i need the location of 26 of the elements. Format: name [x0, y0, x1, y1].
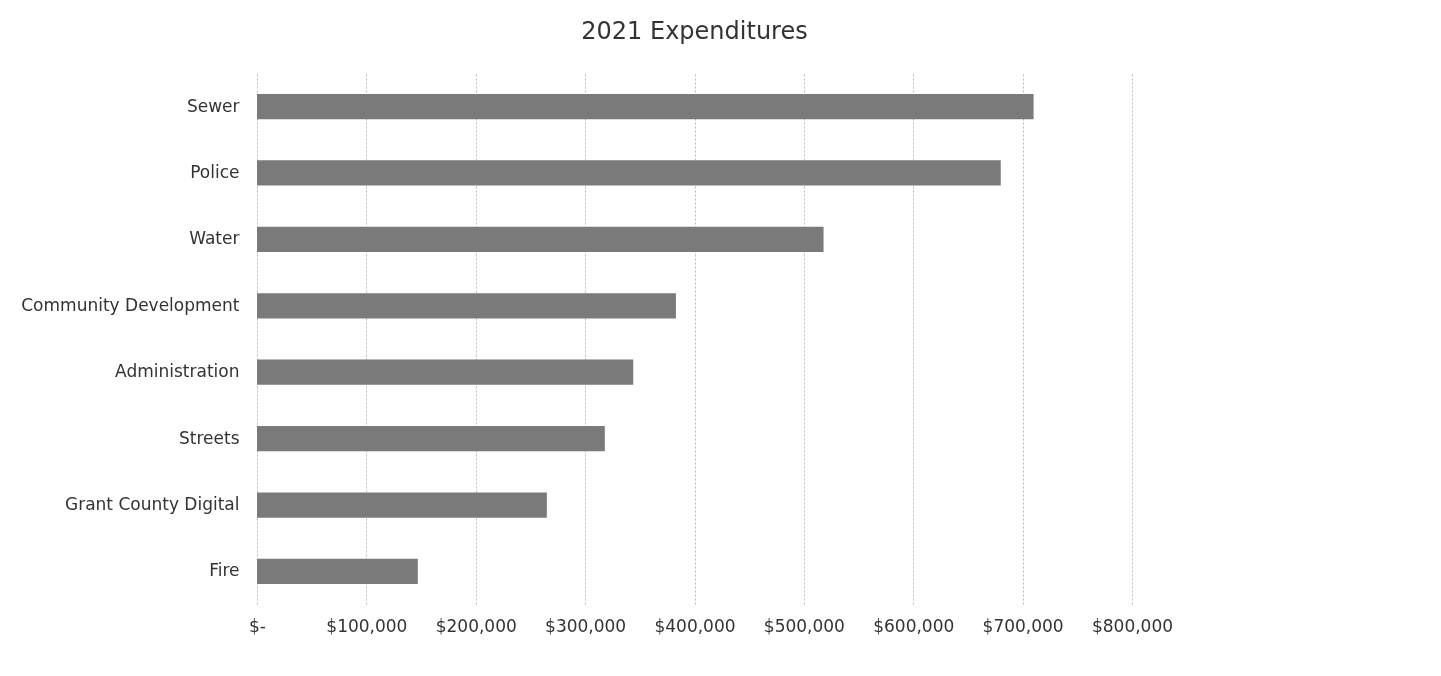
- x-tick-label: $200,000: [435, 615, 517, 636]
- y-tick-label: Grant County Digital: [64, 494, 240, 515]
- y-tick-label: Streets: [178, 427, 240, 448]
- y-tick-label: Community Development: [21, 294, 240, 315]
- bar: [257, 426, 605, 452]
- y-tick-label: Fire: [209, 560, 240, 581]
- bar: [257, 93, 1034, 120]
- bar: [257, 492, 547, 518]
- x-tick-label: $300,000: [545, 615, 627, 636]
- bar: [257, 293, 676, 319]
- bar: [257, 160, 1001, 186]
- x-tick-label: $-: [249, 615, 266, 636]
- x-tick-label: $400,000: [654, 615, 736, 636]
- x-tick-label: $600,000: [873, 615, 955, 636]
- x-tick-label: $800,000: [1091, 615, 1174, 636]
- y-tick-label: Police: [190, 161, 240, 182]
- bar: [257, 359, 634, 385]
- y-tick-label: Sewer: [186, 95, 240, 116]
- bar: [257, 558, 418, 585]
- bar: [257, 226, 824, 252]
- x-tick-label: $100,000: [326, 615, 408, 636]
- x-tick-label: $500,000: [763, 615, 845, 636]
- y-tick-label: Water: [189, 228, 240, 249]
- x-tick-label: $700,000: [982, 615, 1064, 636]
- y-tick-label: Administration: [115, 361, 240, 382]
- chart-title: 2021 Expenditures: [581, 17, 808, 45]
